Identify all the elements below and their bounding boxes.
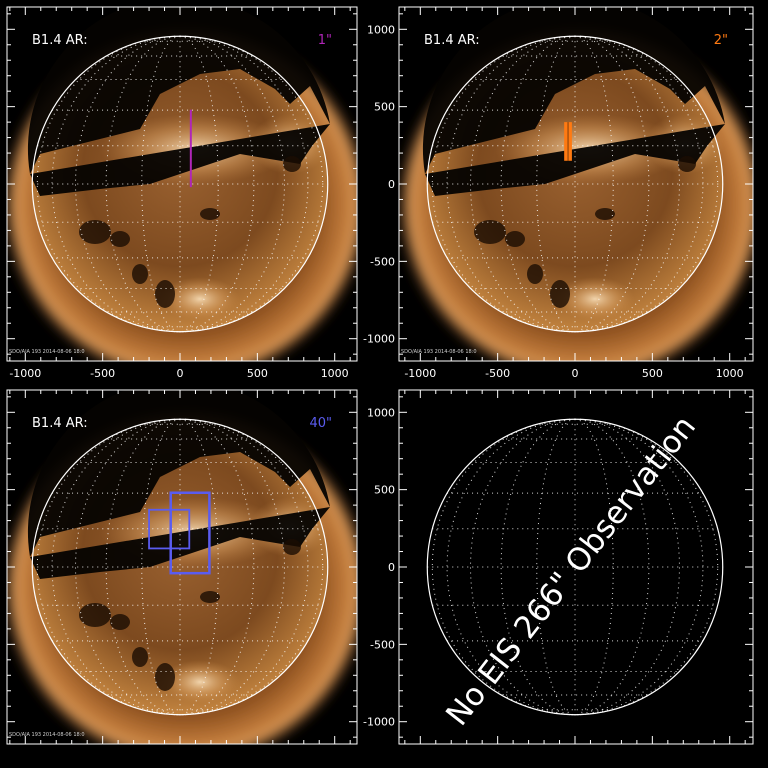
dark-filament [200, 208, 220, 220]
x-tick-label: -1000 [404, 367, 436, 380]
coronal-hole [423, 7, 725, 196]
image-credit: SDO/AIA 193 2014-08-06 18:0 [9, 732, 85, 738]
y-tick-label: -1000 [363, 716, 395, 729]
y-tick-label: 1000 [367, 23, 395, 36]
panel-top-left: -1000 -500 0 500 1000 B1.4 AR: 1" SDO/AIA 193 2… [6, 6, 358, 380]
dark-filament [132, 647, 148, 667]
x-tick-label: -500 [90, 367, 115, 380]
x-tick-label: -1000 [9, 367, 41, 380]
bright-plage [160, 660, 240, 704]
y-tick-label: 1000 [367, 406, 395, 419]
x-tick-label: 0 [177, 367, 184, 380]
y-tick-label: 0 [388, 561, 395, 574]
axis-ticks [7, 390, 357, 744]
x-tick-label: 1000 [321, 367, 349, 380]
y-tick-label: 500 [374, 101, 395, 114]
eis-fov-box-0 [148, 508, 191, 550]
coordinate-grid [427, 35, 723, 333]
coordinate-grid [32, 418, 328, 716]
panel-label: B1.4 AR: [424, 33, 480, 48]
dark-filament [527, 264, 543, 284]
dark-filament [474, 220, 506, 244]
coronal-hole [28, 7, 330, 196]
y-tick-label: 0 [388, 178, 395, 191]
bright-plage [160, 277, 240, 321]
fov-label: 2" [714, 33, 728, 48]
axis-ticks [7, 7, 357, 361]
dark-filament [79, 603, 111, 627]
axis-ticks [399, 7, 753, 361]
x-tick-label: 1000 [716, 367, 744, 380]
panel-label: B1.4 AR: [32, 33, 88, 48]
dark-filament [155, 280, 175, 308]
coordinate-grid [32, 35, 328, 333]
fov-label: 40" [309, 416, 332, 431]
dark-filament [283, 539, 301, 555]
dark-filament [132, 264, 148, 284]
solar-limb [31, 35, 329, 333]
dark-filament [110, 614, 130, 630]
dark-filament [595, 208, 615, 220]
dark-filament [79, 220, 111, 244]
eis-fov-box-1 [169, 491, 211, 575]
x-tick-label: 500 [247, 367, 268, 380]
solar-limb [426, 418, 724, 716]
coordinate-grid [427, 418, 723, 716]
x-tick-label: 500 [642, 367, 663, 380]
solar-limb [31, 418, 329, 716]
y-tick-label: -500 [370, 255, 395, 268]
y-tick-label: -500 [370, 638, 395, 651]
panel-top-right: -1000 -500 0 500 1000 1000 500 0 -500 -1000 B1.4 A… [363, 6, 754, 380]
dark-filament [283, 156, 301, 172]
bright-plage [555, 277, 635, 321]
image-credit: SDO/AIA 193 2014-08-06 18:0 [9, 349, 85, 355]
dark-filament [155, 663, 175, 691]
coronal-hole [28, 390, 330, 579]
dark-filament [550, 280, 570, 308]
panel-label: B1.4 AR: [32, 416, 88, 431]
y-tick-label: 500 [374, 484, 395, 497]
dark-filament [110, 231, 130, 247]
dark-filament [200, 591, 220, 603]
x-tick-label: 0 [572, 367, 579, 380]
fov-label: 1" [318, 33, 332, 48]
x-tick-label: -500 [485, 367, 510, 380]
dark-filament [678, 156, 696, 172]
axis-ticks [399, 390, 753, 744]
image-credit: SDO/AIA 193 2014-08-06 18:0 [401, 349, 477, 355]
solar-limb [426, 35, 724, 333]
y-tick-label: -1000 [363, 333, 395, 346]
panel-bottom-left: B1.4 AR: 40" SDO/AIA 193 2014-08-06 18:0 [6, 389, 358, 745]
dark-filament [505, 231, 525, 247]
